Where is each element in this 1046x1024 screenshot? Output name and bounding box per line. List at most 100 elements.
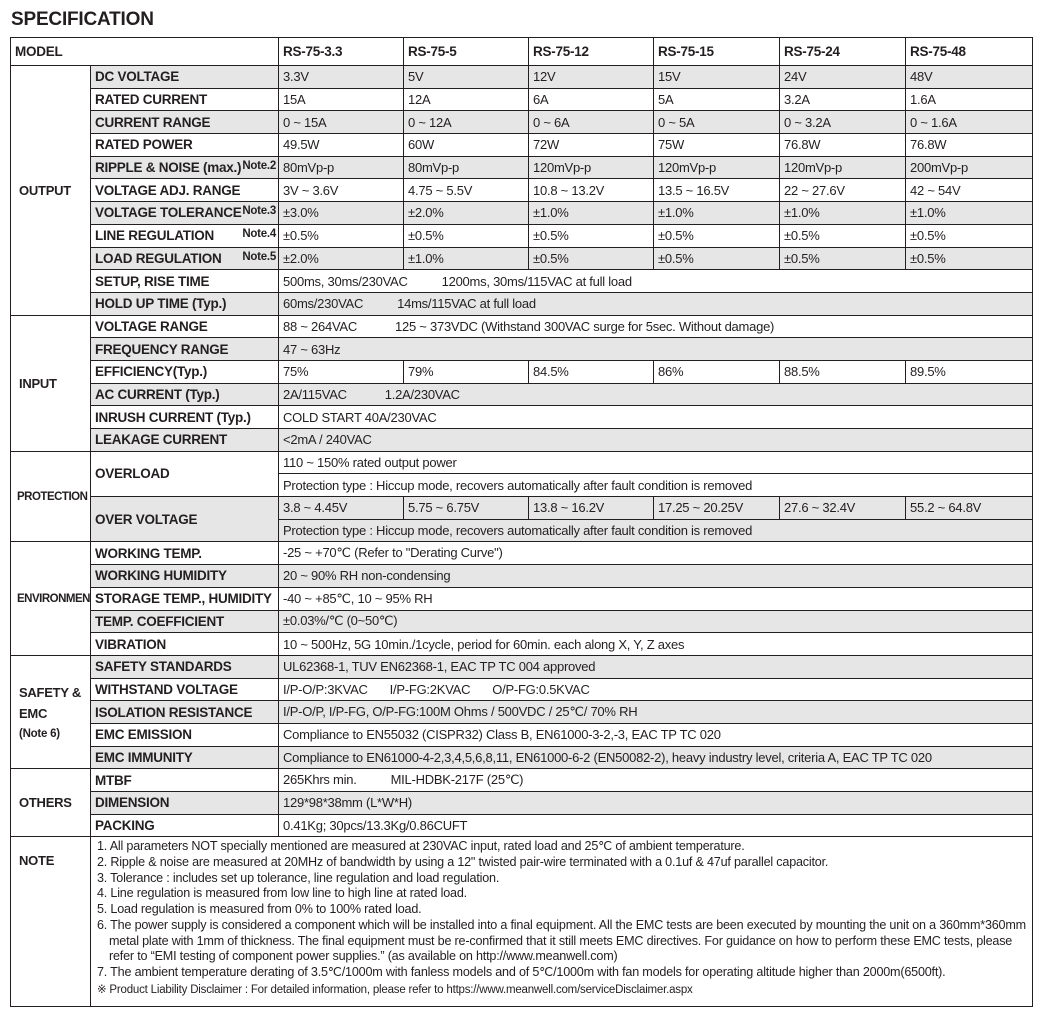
spec-value-part: O/P-FG:0.5KVAC: [492, 681, 590, 697]
spec-label: SAFETY STANDARDS: [90, 654, 279, 679]
spec-value: 27.6 ~ 32.4V: [779, 496, 906, 520]
spec-value-part: UL62368-1, TUV EN62368-1, EAC TP TC 004 …: [283, 659, 596, 675]
spec-row: TEMP. COEFFICIENT ±0.03%/℃ (0~50℃): [11, 609, 1033, 634]
section-label: ENVIRONMENT: [10, 541, 91, 656]
model-name: RS-75-24: [779, 37, 906, 66]
spec-value: ±0.5%: [905, 246, 1033, 271]
spec-label-text: LEAKAGE CURRENT: [95, 432, 228, 448]
spec-value: 80mVp-p: [278, 155, 404, 180]
model-name: RS-75-3.3: [278, 37, 404, 66]
spec-row: AC CURRENT (Typ.) 2A/115VAC 1.2A/230VAC: [11, 382, 1033, 407]
spec-value: 10.8 ~ 13.2V: [528, 178, 654, 203]
spec-value: 0.41Kg; 30pcs/13.3Kg/0.86CUFT: [278, 813, 1033, 838]
spec-label-text: AC CURRENT (Typ.): [95, 386, 220, 402]
spec-value: 20 ~ 90% RH non-condensing: [278, 564, 1033, 588]
spec-label: RATED CURRENT: [90, 87, 279, 112]
spec-label-text: VOLTAGE TOLERANCE: [95, 205, 242, 221]
spec-label-text: EMC EMISSION: [95, 727, 192, 743]
spec-value: 48V: [905, 65, 1033, 89]
spec-value: <2mA / 240VAC: [278, 428, 1033, 452]
spec-label-text: WORKING HUMIDITY: [95, 568, 227, 584]
spec-value: -40 ~ +85℃, 10 ~ 95% RH: [278, 586, 1033, 611]
spec-label: PACKING: [90, 813, 279, 838]
spec-value: 86%: [653, 359, 780, 384]
spec-value: ±0.5%: [403, 223, 529, 248]
spec-value: 60ms/230VAC 14ms/115VAC at full load: [278, 291, 1033, 316]
spec-label: VOLTAGE ADJ. RANGE: [90, 178, 279, 203]
note-item: 1. All parameters NOT specially mentione…: [97, 839, 745, 854]
spec-row: LEAKAGE CURRENT <2mA / 240VAC: [11, 428, 1033, 452]
page-title: SPECIFICATION: [11, 9, 154, 30]
spec-value-part: 2A/115VAC: [283, 386, 347, 402]
spec-row: EFFICIENCY(Typ.) 75% 79% 84.5% 86% 88.5% 89.5%: [11, 359, 1033, 384]
spec-label: RIPPLE & NOISE (max.) Note.2: [90, 155, 279, 180]
spec-value-part: Compliance to EN61000-4-2,3,4,5,6,8,11, …: [283, 749, 932, 765]
spec-value-part: MIL-HDBK-217F (25℃): [390, 772, 524, 788]
spec-label-text: RATED POWER: [95, 137, 193, 153]
spec-row: Protection type : Hiccup mode, recovers …: [11, 518, 1033, 543]
spec-label-text: RIPPLE & NOISE (max.): [95, 160, 242, 176]
spec-label-text: SAFETY STANDARDS: [95, 659, 232, 675]
spec-value: 120mVp-p: [779, 155, 906, 180]
spec-label: OVER VOLTAGE: [90, 496, 279, 543]
spec-value: 75%: [278, 359, 404, 384]
spec-value-part: 14ms/115VAC at full load: [397, 296, 536, 312]
spec-value: ±2.0%: [403, 201, 529, 225]
spec-value: ±0.5%: [779, 246, 906, 271]
spec-label: CURRENT RANGE: [90, 110, 279, 135]
note-item: 3. Tolerance : includes set up tolerance…: [97, 870, 500, 885]
spec-value: I/P-O/P, I/P-FG, O/P-FG:100M Ohms / 500V…: [278, 700, 1033, 724]
spec-value: 1.6A: [905, 87, 1033, 112]
spec-label: LOAD REGULATION Note.5: [90, 246, 279, 271]
spec-row: INRUSH CURRENT (Typ.) COLD START 40A/230V…: [11, 405, 1033, 429]
spec-label: AC CURRENT (Typ.): [90, 382, 279, 407]
spec-label-text: DIMENSION: [95, 795, 170, 811]
section-name: ENVIRONMENT: [17, 592, 91, 605]
spec-label: SETUP, RISE TIME: [90, 269, 279, 293]
spec-row: WITHSTAND VOLTAGE I/P-O/P:3KVAC I/P-FG:2KV…: [11, 677, 1033, 702]
spec-row: OUTPUT DC VOLTAGE 3.3V 5V 12V 15V 24V 48V: [10, 65, 1033, 316]
spec-value-part: 88 ~ 264VAC: [283, 318, 357, 334]
spec-value: 0 ~ 5A: [653, 110, 780, 135]
spec-value-part: 1.2A/230VAC: [384, 386, 460, 402]
spec-row: VOLTAGE TOLERANCE Note.3 ±3.0% ±2.0% ±1.0% ±1…: [11, 201, 1033, 225]
spec-value: 88 ~ 264VAC 125 ~ 373VDC (Withstand 300VA…: [278, 314, 1033, 339]
spec-value: 4.75 ~ 5.5V: [403, 178, 529, 203]
spec-value-part: 110 ~ 150% rated output power: [283, 455, 457, 471]
spec-value: 0 ~ 3.2A: [779, 110, 906, 135]
spec-label-text: RATED CURRENT: [95, 92, 207, 108]
spec-value: Compliance to EN55032 (CISPR32) Class B,…: [278, 722, 1033, 747]
model-name: RS-75-15: [653, 37, 780, 66]
spec-label: OVERLOAD: [90, 450, 279, 498]
spec-value: ±2.0%: [278, 246, 404, 271]
spec-value: ±0.5%: [779, 223, 906, 248]
spec-value: 3.3V: [278, 65, 404, 89]
section-label: OUTPUT: [10, 65, 91, 316]
spec-label: MTBF: [90, 768, 279, 792]
spec-row: VOLTAGE ADJ. RANGE 3V ~ 3.6V 4.75 ~ 5.5V 10…: [11, 178, 1033, 203]
spec-value-part: <2mA / 240VAC: [283, 432, 372, 448]
spec-label-text: WITHSTAND VOLTAGE: [95, 681, 238, 697]
section-name: PROTECTION: [17, 490, 88, 503]
spec-value: 129*98*38mm (L*W*H): [278, 791, 1033, 815]
note-item: 2. Ripple & noise are measured at 20MHz …: [97, 855, 829, 870]
note-reference: Note.3: [242, 205, 276, 218]
spec-value: 76.8W: [779, 133, 906, 157]
section-label: OTHERS: [10, 768, 91, 838]
spec-value-part: 0.41Kg; 30pcs/13.3Kg/0.86CUFT: [283, 818, 468, 834]
spec-row: LOAD REGULATION Note.5 ±2.0% ±1.0% ±0.5% ±0.5…: [11, 246, 1033, 271]
section-note: (Note 6): [19, 727, 60, 740]
spec-value: 75W: [653, 133, 780, 157]
spec-value-part: 10 ~ 500Hz, 5G 10min./1cycle, period for…: [283, 636, 685, 652]
spec-value: 0 ~ 15A: [278, 110, 404, 135]
spec-label: TEMP. COEFFICIENT: [90, 609, 279, 634]
header-row: MODEL RS-75-3.3 RS-75-5 RS-75-12 RS-75-15 RS-…: [10, 37, 1033, 66]
spec-value: 49.5W: [278, 133, 404, 157]
spec-label-text: VIBRATION: [95, 636, 166, 652]
spec-value: 24V: [779, 65, 906, 89]
spec-value: 110 ~ 150% rated output power: [278, 450, 1033, 475]
spec-value: 15V: [653, 65, 780, 89]
note-label: NOTE: [10, 836, 91, 1008]
spec-value-part: 265Khrs min.: [283, 772, 357, 788]
disclaimer: ※ Product Liability Disclaimer : For det…: [97, 983, 693, 996]
